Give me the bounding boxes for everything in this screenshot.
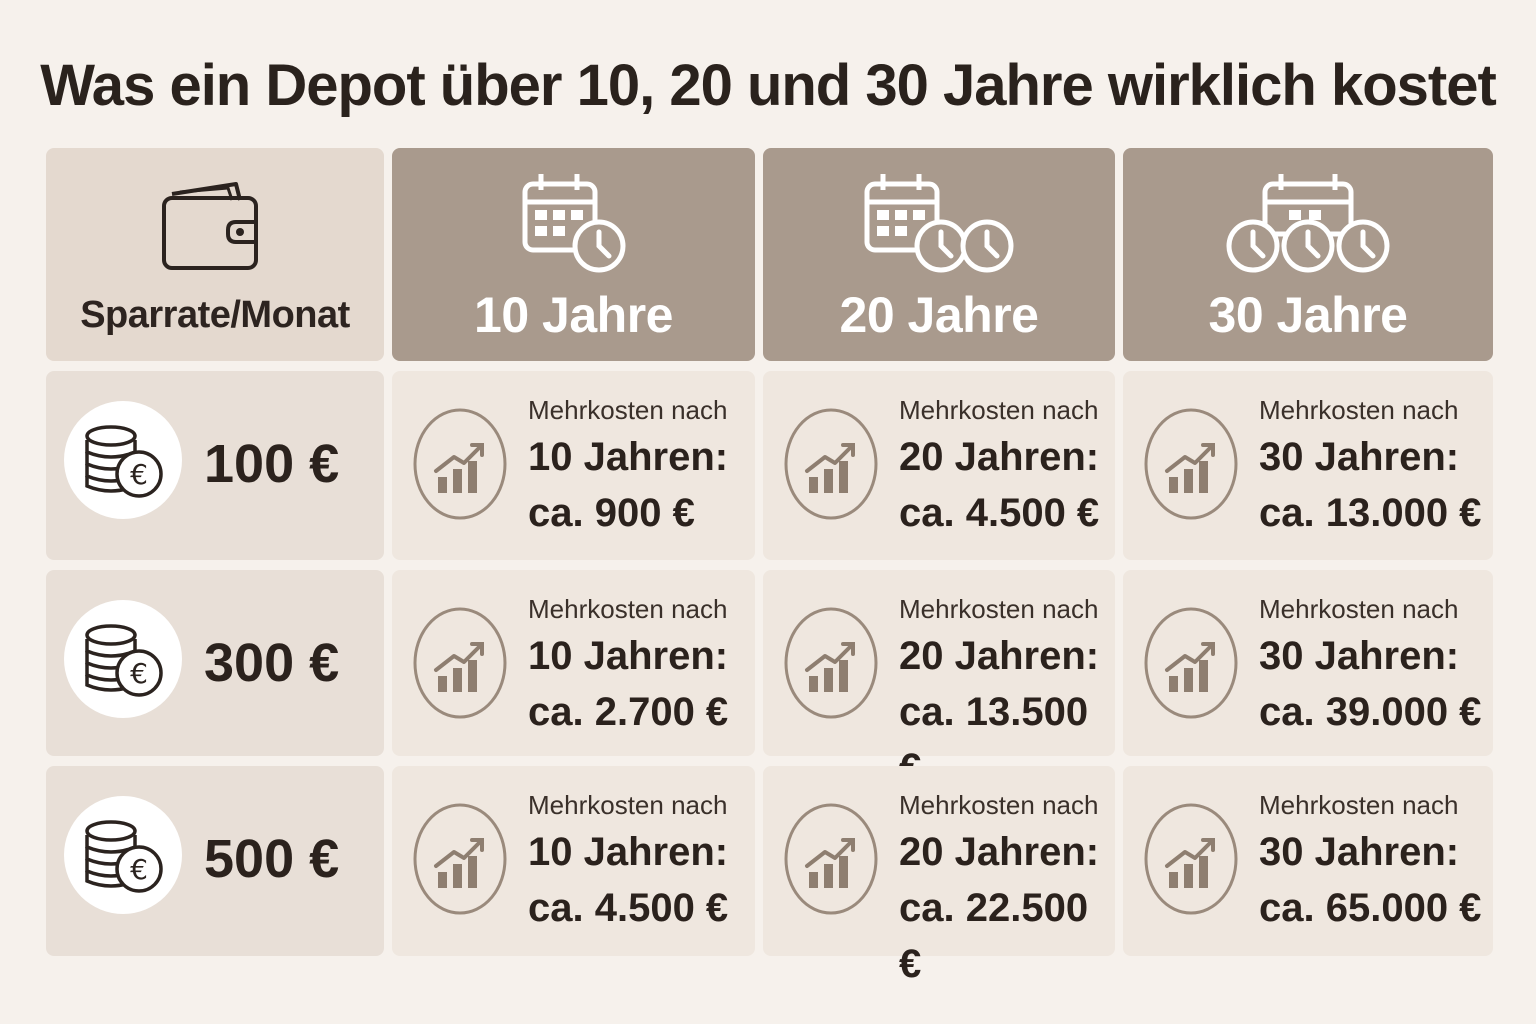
header-30-years-label: 30 Jahre — [1208, 287, 1408, 343]
row-amount: 500 € — [204, 829, 340, 889]
cost-cell-500-10y: Mehrkosten nach 10 Jahren: ca. 4.500 € — [392, 766, 755, 956]
cost-period: 20 Jahren: — [899, 435, 1100, 479]
cost-cell-100-30y: Mehrkosten nach 30 Jahren: ca. 13.000 € — [1123, 371, 1493, 560]
rising-chart-icon — [413, 408, 507, 520]
cost-value: ca. 22.500 € — [899, 886, 1089, 986]
wallet-icon — [162, 182, 258, 270]
cost-value: ca. 13.000 € — [1259, 491, 1482, 535]
header-savings-rate-label: Sparrate/Monat — [80, 294, 350, 336]
cost-period: 10 Jahren: — [528, 830, 729, 874]
row-amount: 300 € — [204, 633, 340, 693]
cost-cell-500-30y: Mehrkosten nach 30 Jahren: ca. 65.000 € — [1123, 766, 1493, 956]
svg-text:€: € — [130, 458, 148, 491]
rising-chart-icon — [784, 803, 878, 915]
cost-period: 20 Jahren: — [899, 830, 1100, 874]
cost-label: Mehrkosten nach — [528, 395, 728, 425]
calendar-three-clocks-icon — [1226, 174, 1390, 273]
row-rate-500: € 500 € — [46, 766, 384, 956]
cost-label: Mehrkosten nach — [899, 790, 1099, 820]
cost-value: ca. 39.000 € — [1259, 690, 1482, 734]
cost-label: Mehrkosten nach — [899, 594, 1099, 624]
rising-chart-icon — [1144, 803, 1238, 915]
cost-value: ca. 65.000 € — [1259, 886, 1482, 930]
header-30-years: 30 Jahre — [1123, 148, 1493, 361]
row-amount: 100 € — [204, 434, 340, 494]
cost-period: 20 Jahren: — [899, 634, 1100, 678]
cost-period: 30 Jahren: — [1259, 830, 1460, 874]
cost-period: 30 Jahren: — [1259, 435, 1460, 479]
header-10-years-label: 10 Jahre — [474, 287, 673, 343]
cost-label: Mehrkosten nach — [1259, 594, 1459, 624]
row-rate-100: € 100 € — [46, 371, 384, 560]
header-savings-rate: Sparrate/Monat — [46, 148, 384, 361]
svg-text:€: € — [130, 853, 148, 886]
cost-cell-100-10y: Mehrkosten nach 10 Jahren: ca. 900 € — [392, 371, 755, 560]
rising-chart-icon — [413, 803, 507, 915]
cost-value: ca. 4.500 € — [528, 886, 729, 930]
rising-chart-icon — [413, 607, 507, 719]
rising-chart-icon — [1144, 607, 1238, 719]
cost-period: 10 Jahren: — [528, 634, 729, 678]
cost-value: ca. 2.700 € — [528, 690, 729, 734]
euro-coins-icon: € — [85, 425, 163, 498]
cost-cell-300-20y: Mehrkosten nach 20 Jahren: ca. 13.500 € — [763, 570, 1115, 790]
cost-label: Mehrkosten nach — [899, 395, 1099, 425]
cost-label: Mehrkosten nach — [528, 790, 728, 820]
cost-label: Mehrkosten nach — [1259, 790, 1459, 820]
header-20-years: 20 Jahre — [763, 148, 1115, 361]
cost-cell-300-10y: Mehrkosten nach 10 Jahren: ca. 2.700 € — [392, 570, 755, 756]
cost-label: Mehrkosten nach — [528, 594, 728, 624]
cost-value: ca. 13.500 € — [899, 690, 1089, 790]
cost-value: ca. 900 € — [528, 491, 695, 535]
cost-cell-100-20y: Mehrkosten nach 20 Jahren: ca. 4.500 € — [763, 371, 1115, 560]
row-rate-300: € 300 € — [46, 570, 384, 756]
cost-cell-500-20y: Mehrkosten nach 20 Jahren: ca. 22.500 € — [763, 766, 1115, 986]
calendar-clock-icon — [522, 174, 625, 273]
rising-chart-icon — [784, 607, 878, 719]
calendar-two-clocks-icon — [864, 174, 1014, 273]
cost-period: 10 Jahren: — [528, 435, 729, 479]
rising-chart-icon — [784, 408, 878, 520]
header-20-years-label: 20 Jahre — [839, 287, 1039, 343]
cost-table: Sparrate/Monat 10 Jahre — [46, 148, 1493, 986]
euro-coins-icon: € — [85, 820, 163, 893]
header-10-years: 10 Jahre — [392, 148, 755, 361]
cost-cell-300-30y: Mehrkosten nach 30 Jahren: ca. 39.000 € — [1123, 570, 1493, 756]
rising-chart-icon — [1144, 408, 1238, 520]
cost-value: ca. 4.500 € — [899, 491, 1100, 535]
page-title: Was ein Depot über 10, 20 und 30 Jahre w… — [40, 53, 1497, 118]
cost-period: 30 Jahren: — [1259, 634, 1460, 678]
euro-coins-icon: € — [85, 624, 163, 697]
svg-text:€: € — [130, 657, 148, 690]
cost-label: Mehrkosten nach — [1259, 395, 1459, 425]
